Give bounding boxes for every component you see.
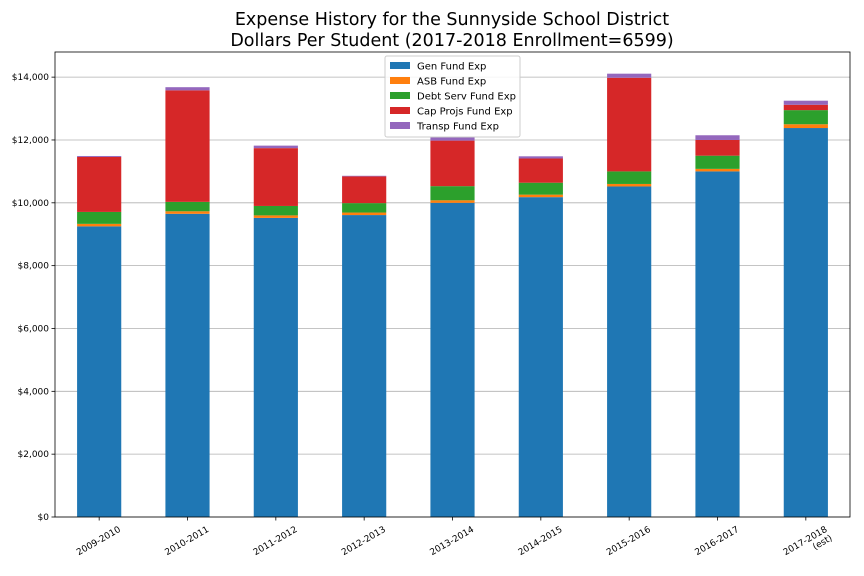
bar-segment-asb-fund-exp xyxy=(77,223,122,227)
y-axis: $0 $2,000 $4,000 $6,000 $8,000 $10,000 $12,000… xyxy=(12,73,55,523)
bar-segment-asb-fund-exp xyxy=(783,124,828,129)
chart-subtitle: Dollars Per Student (2017-2018 Enrollmen… xyxy=(230,31,673,51)
bar-segment-transp-fund-exp xyxy=(253,145,298,149)
bar-segment-cap-projs-fund-exp xyxy=(695,139,740,156)
bar-segment-cap-projs-fund-exp xyxy=(77,156,122,212)
legend-swatch xyxy=(390,77,410,84)
bar-segment-gen-fund-exp xyxy=(430,202,475,518)
x-axis: 2009-2010 2010-2011 2011-2012 2012-2013 2013… xyxy=(75,517,835,567)
x-tick-label: 2016-2017 xyxy=(694,525,741,558)
bar-segment-debt-serv-fund-exp xyxy=(253,205,298,216)
x-tick-label: 2017-2018(est) xyxy=(782,525,835,567)
y-tick-label: $2,000 xyxy=(18,450,50,460)
bar-segment-transp-fund-exp xyxy=(165,87,210,91)
legend-swatch xyxy=(390,92,410,99)
y-tick-label: $14,000 xyxy=(12,73,49,83)
bar-segment-gen-fund-exp xyxy=(342,215,387,517)
bar-segment-debt-serv-fund-exp xyxy=(430,186,475,201)
legend-label: ASB Fund Exp xyxy=(417,77,486,88)
bar-segment-cap-projs-fund-exp xyxy=(607,77,652,172)
legend-swatch xyxy=(390,62,410,69)
legend-label: Cap Projs Fund Exp xyxy=(417,107,513,118)
x-tick-label: 2013-2014 xyxy=(429,525,477,558)
legend-label: Debt Serv Fund Exp xyxy=(417,92,516,103)
bar-segment-asb-fund-exp xyxy=(342,212,387,216)
bar-segment-gen-fund-exp xyxy=(607,186,652,518)
bar-segment-gen-fund-exp xyxy=(783,128,828,517)
bar-segment-asb-fund-exp xyxy=(165,211,210,214)
bar-segment-cap-projs-fund-exp xyxy=(518,158,563,183)
bar-segment-gen-fund-exp xyxy=(165,213,210,517)
y-tick-label: $6,000 xyxy=(18,324,50,334)
x-tick-label: 2015-2016 xyxy=(605,525,653,558)
bar-segment-transp-fund-exp xyxy=(783,100,828,105)
bar-segment-gen-fund-exp xyxy=(695,171,740,517)
legend-box xyxy=(384,55,521,138)
chart-title: Expense History for the Sunnyside School… xyxy=(235,10,669,30)
x-tick-label: 2009-2010 xyxy=(75,525,123,558)
bar-segment-gen-fund-exp xyxy=(518,197,563,518)
legend-label: Transp Fund Exp xyxy=(416,122,499,133)
bars xyxy=(77,73,828,518)
bar-segment-debt-serv-fund-exp xyxy=(165,201,210,212)
y-tick-label: $0 xyxy=(38,513,50,523)
legend-swatch xyxy=(390,122,410,129)
bar-segment-debt-serv-fund-exp xyxy=(783,110,828,125)
bar-segment-transp-fund-exp xyxy=(518,156,563,159)
bar-segment-debt-serv-fund-exp xyxy=(607,171,652,184)
bar-segment-transp-fund-exp xyxy=(342,175,387,177)
legend-label: Gen Fund Exp xyxy=(417,62,486,73)
y-tick-label: $10,000 xyxy=(12,199,49,209)
bar-segment-asb-fund-exp xyxy=(607,183,652,187)
x-tick-label: 2010-2011 xyxy=(164,525,211,558)
bar-segment-cap-projs-fund-exp xyxy=(342,176,387,204)
bar-segment-debt-serv-fund-exp xyxy=(695,155,740,169)
y-tick-label: $4,000 xyxy=(18,387,50,397)
bar-segment-asb-fund-exp xyxy=(430,200,475,203)
bar-segment-transp-fund-exp xyxy=(695,135,740,140)
bar-segment-cap-projs-fund-exp xyxy=(783,104,828,111)
bar-segment-asb-fund-exp xyxy=(695,168,740,172)
bar-segment-transp-fund-exp xyxy=(430,137,475,141)
bar-segment-debt-serv-fund-exp xyxy=(518,182,563,195)
legend: Gen Fund Exp ASB Fund Exp Debt Serv Fund E… xyxy=(384,55,521,138)
bar-segment-transp-fund-exp xyxy=(77,155,122,157)
x-tick-label: 2011-2012 xyxy=(252,525,299,558)
bar-segment-cap-projs-fund-exp xyxy=(165,90,210,202)
y-tick-label: $8,000 xyxy=(18,262,50,272)
bar-segment-gen-fund-exp xyxy=(77,226,122,517)
bar-segment-asb-fund-exp xyxy=(253,215,298,218)
bar-segment-gen-fund-exp xyxy=(253,217,298,517)
bar-segment-transp-fund-exp xyxy=(607,73,652,78)
y-tick-label: $12,000 xyxy=(12,136,49,146)
legend-swatch xyxy=(390,107,410,114)
x-tick-label: 2014-2015 xyxy=(517,525,564,558)
x-tick-label: 2012-2013 xyxy=(340,525,387,558)
bar-segment-cap-projs-fund-exp xyxy=(430,140,475,187)
bar-segment-debt-serv-fund-exp xyxy=(77,211,122,224)
bar-segment-debt-serv-fund-exp xyxy=(342,203,387,213)
bar-segment-asb-fund-exp xyxy=(518,194,563,198)
bar-segment-cap-projs-fund-exp xyxy=(253,148,298,206)
